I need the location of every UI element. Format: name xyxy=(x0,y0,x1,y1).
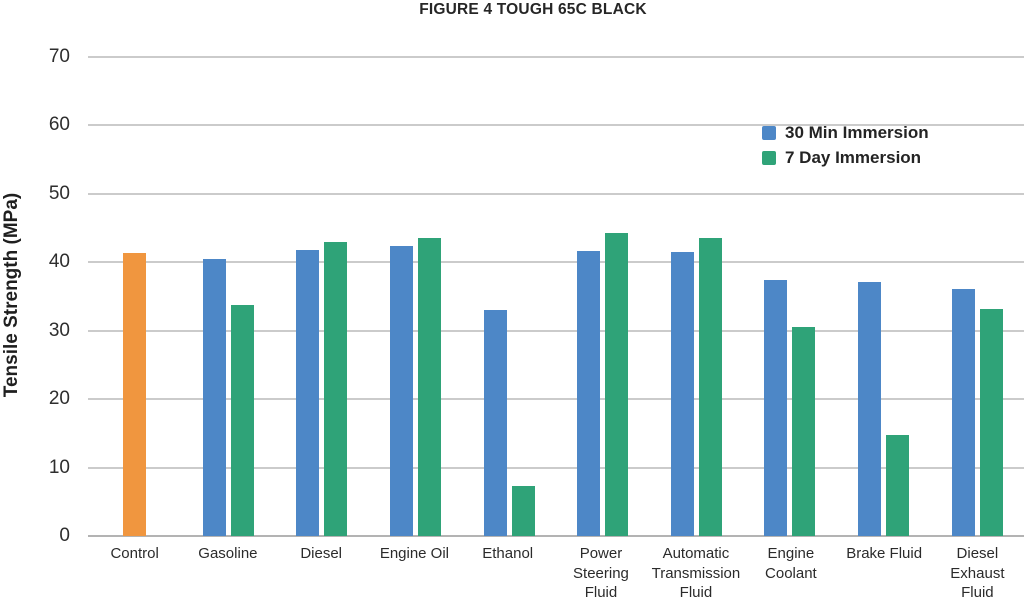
x-tick-label-engine-coolant: Engine Coolant xyxy=(765,545,817,582)
gridline-40 xyxy=(88,261,1024,264)
chart-title: FIGURE 4 TOUGH 65C BLACK xyxy=(419,1,647,18)
x-tick-label-control: Control xyxy=(110,545,159,562)
bar-7-day-immersion-power-steering-fluid xyxy=(605,232,629,536)
y-tick-label-20: 20 xyxy=(48,388,70,410)
y-tick-label-70: 70 xyxy=(48,46,70,67)
x-axis-labels: Control Gasoline Diesel Engine Oil Ethanol Po… xyxy=(88,544,1024,603)
bar-group-brake-fluid xyxy=(837,57,931,536)
bar-30-min-immersion-engine-oil xyxy=(390,245,414,536)
bar-30-min-immersion-diesel-exhaust-fluid xyxy=(951,288,975,536)
bar-30-min-immersion-ethanol xyxy=(483,309,507,536)
x-tick-label-brake-fluid: Brake Fluid xyxy=(846,545,923,562)
bar-30-min-immersion-automatic-transmission-fluid xyxy=(670,252,694,536)
bar-7-day-immersion-engine-oil xyxy=(418,237,442,536)
legend-item-7-day-immersion: 7 Day Immersion xyxy=(762,148,929,168)
bar-7-day-immersion-brake-fluid xyxy=(886,435,910,536)
bar-30-min-immersion-diesel xyxy=(296,249,320,536)
bar-control-control xyxy=(123,252,147,536)
bar-7-day-immersion-ethanol xyxy=(511,486,535,536)
bar-7-day-immersion-gasoline xyxy=(230,304,254,536)
chart-legend: 30 Min Immersion 7 Day Immersion xyxy=(762,123,929,168)
legend-swatch-30-min-immersion xyxy=(762,126,776,140)
bar-30-min-immersion-power-steering-fluid xyxy=(577,251,601,536)
bar-7-day-immersion-automatic-transmission-fluid xyxy=(698,238,722,536)
bar-group-power-steering-fluid xyxy=(556,57,650,536)
x-axis-line xyxy=(88,535,1024,537)
gridline-20 xyxy=(88,398,1024,401)
x-tick-label-ethanol: Ethanol xyxy=(482,545,534,562)
bar-group-gasoline xyxy=(182,57,276,536)
x-tick-label-gasoline: Gasoline xyxy=(198,545,258,562)
legend-label: 30 Min Immersion xyxy=(785,123,929,142)
legend-label: 7 Day Immersion xyxy=(785,148,922,167)
bar-group-ethanol xyxy=(462,57,556,536)
bar-30-min-immersion-engine-coolant xyxy=(764,280,788,536)
bar-group-engine-coolant xyxy=(743,57,837,536)
x-tick-label-diesel: Diesel xyxy=(300,545,342,562)
bar-group-diesel-exhaust-fluid xyxy=(930,57,1024,536)
y-tick-label-0: 0 xyxy=(59,525,70,546)
gridline-30 xyxy=(88,329,1024,332)
gridline-60 xyxy=(88,124,1024,127)
bar-30-min-immersion-gasoline xyxy=(202,258,226,536)
x-tick-label-power-steering-fluid: Power Steering Fluid xyxy=(573,545,629,601)
legend-item-30-min-immersion: 30 Min Immersion xyxy=(762,123,929,143)
legend-swatch-7-day-immersion xyxy=(762,151,776,165)
bars-layer xyxy=(88,57,1024,536)
y-tick-label-60: 60 xyxy=(48,114,70,136)
y-tick-label-40: 40 xyxy=(48,251,70,273)
y-tick-label-30: 30 xyxy=(48,319,70,341)
x-tick-label-automatic-transmission-fluid: Automatic Transmission Fluid xyxy=(651,545,741,601)
bar-group-automatic-transmission-fluid xyxy=(650,57,744,536)
plot-area: 30 Min Immersion 7 Day Immersion xyxy=(88,56,1024,537)
gridline-50 xyxy=(88,192,1024,195)
bar-group-control xyxy=(88,57,182,536)
bar-group-engine-oil xyxy=(369,57,463,536)
bar-group-diesel xyxy=(275,57,369,536)
x-tick-label-engine-oil: Engine Oil xyxy=(379,545,450,562)
y-tick-label-50: 50 xyxy=(48,182,70,204)
y-tick-label-10: 10 xyxy=(48,456,70,478)
bar-7-day-immersion-diesel-exhaust-fluid xyxy=(979,308,1003,536)
gridline-70 xyxy=(88,56,1024,58)
bar-7-day-immersion-diesel xyxy=(324,242,348,536)
y-axis-ticks: 70 60 50 40 30 20 10 0 xyxy=(18,46,70,546)
x-tick-label-diesel-exhaust-fluid: Diesel Exhaust Fluid xyxy=(950,545,1005,601)
bar-30-min-immersion-brake-fluid xyxy=(858,282,882,536)
gridline-10 xyxy=(88,466,1024,469)
bar-7-day-immersion-engine-coolant xyxy=(792,327,816,536)
